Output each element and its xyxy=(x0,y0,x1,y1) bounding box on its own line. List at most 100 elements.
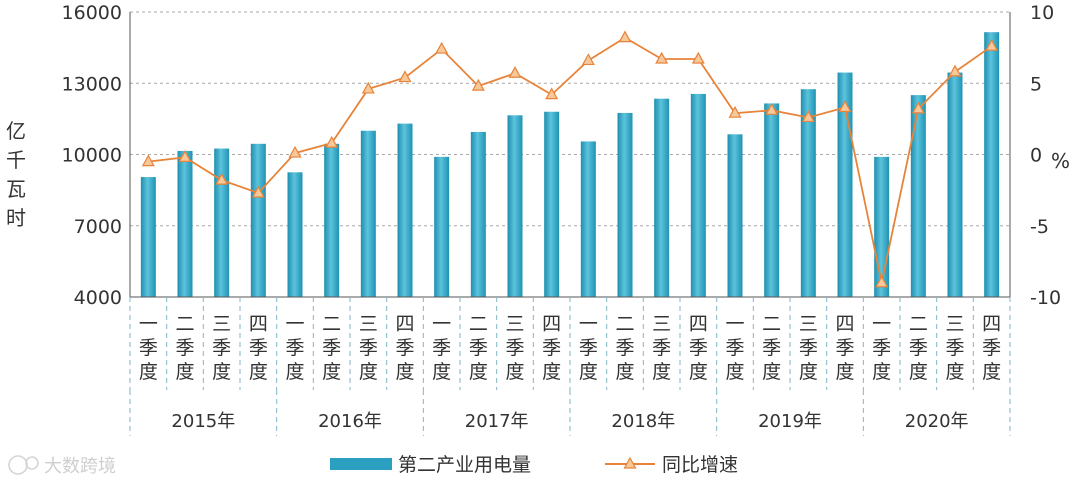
x-tick-label-char: 度 xyxy=(139,361,158,383)
y-left-label-char: 千 xyxy=(6,148,26,172)
bar-series xyxy=(140,32,1000,297)
x-tick-label-char: 四 xyxy=(395,313,414,335)
y-left-tick-label: 16000 xyxy=(62,2,122,24)
x-tick-label-char: 季 xyxy=(579,337,598,359)
y-right-tick-label: 5 xyxy=(1030,73,1042,95)
x-tick-label-char: 度 xyxy=(249,361,268,383)
x-tick-label: 三季度 xyxy=(652,313,671,383)
bar xyxy=(250,143,266,297)
x-year-label: 2020年 xyxy=(905,411,969,432)
y-left-tick-label: 13000 xyxy=(62,73,122,95)
x-year-label: 2019年 xyxy=(758,411,822,432)
line-point xyxy=(801,110,815,123)
line-point xyxy=(288,145,302,158)
line-point xyxy=(875,275,889,288)
x-tick-label-char: 三 xyxy=(652,313,671,335)
x-tick-label-char: 季 xyxy=(322,337,341,359)
x-tick-label-char: 度 xyxy=(505,361,524,383)
x-tick-label-char: 季 xyxy=(249,337,268,359)
x-year-label: 2015年 xyxy=(171,411,235,432)
x-tick-label-char: 季 xyxy=(909,337,928,359)
x-tick-label: 一季度 xyxy=(725,313,744,383)
line-point xyxy=(215,172,229,185)
bar xyxy=(507,115,523,297)
bar xyxy=(544,111,560,297)
watermark-logo-icon xyxy=(8,455,28,475)
x-tick-label-char: 季 xyxy=(432,337,451,359)
x-tick-label: 二季度 xyxy=(322,313,341,383)
x-year-label: 2018年 xyxy=(611,411,675,432)
line-point xyxy=(545,87,559,100)
x-tick-label-char: 度 xyxy=(689,361,708,383)
x-tick-label-char: 一 xyxy=(285,313,304,335)
y-left-label-char: 亿 xyxy=(6,119,26,143)
legend-bar-label: 第二产业用电量 xyxy=(398,454,531,476)
x-tick-label-char: 一 xyxy=(432,313,451,335)
y-left-label: 亿千瓦时 xyxy=(6,119,26,230)
bar xyxy=(617,112,633,297)
x-tick-label-char: 季 xyxy=(359,337,378,359)
x-tick-label-char: 季 xyxy=(505,337,524,359)
x-tick-label-char: 二 xyxy=(322,313,341,335)
x-tick-label-char: 季 xyxy=(175,337,194,359)
x-tick-label-char: 季 xyxy=(469,337,488,359)
bar xyxy=(434,156,450,297)
x-tick-label-char: 度 xyxy=(175,361,194,383)
x-tick-label-char: 季 xyxy=(139,337,158,359)
y-left-tick-label: 4000 xyxy=(74,287,122,309)
x-tick-label: 三季度 xyxy=(799,313,818,383)
y-left-tick-label: 7000 xyxy=(74,216,122,238)
x-tick-label-char: 季 xyxy=(945,337,964,359)
x-tick-label-char: 季 xyxy=(982,337,1001,359)
x-tick-label: 二季度 xyxy=(469,313,488,383)
bar xyxy=(324,143,340,297)
line-point xyxy=(398,70,412,83)
x-tick-label-char: 度 xyxy=(469,361,488,383)
bar xyxy=(360,130,376,297)
gridlines xyxy=(130,11,1010,227)
line-point xyxy=(911,101,925,114)
bar xyxy=(177,150,193,297)
line-point xyxy=(325,135,339,148)
x-tick-label-char: 三 xyxy=(212,313,231,335)
x-tick-label-char: 季 xyxy=(762,337,781,359)
x-tick-label: 一季度 xyxy=(579,313,598,383)
x-tick-label: 三季度 xyxy=(945,313,964,383)
x-tick-label-char: 度 xyxy=(432,361,451,383)
bar xyxy=(947,72,963,297)
line-series xyxy=(141,30,999,288)
line-point xyxy=(361,81,375,94)
line-point xyxy=(691,51,705,64)
bar xyxy=(580,141,596,297)
x-tick-label: 一季度 xyxy=(432,313,451,383)
line-point xyxy=(508,66,522,78)
line-point xyxy=(251,185,265,198)
x-tick-label: 二季度 xyxy=(175,313,194,383)
x-tick-label-char: 季 xyxy=(652,337,671,359)
line-point xyxy=(985,38,999,51)
line-point xyxy=(728,105,742,118)
x-tick-label-char: 度 xyxy=(322,361,341,383)
x-tick-label: 四季度 xyxy=(835,313,854,383)
line-path xyxy=(148,36,993,283)
x-tick-label-char: 季 xyxy=(689,337,708,359)
x-tick-label-char: 二 xyxy=(909,313,928,335)
x-tick-label-char: 四 xyxy=(835,313,854,335)
y-right-tick-label: 0 xyxy=(1030,145,1042,167)
x-tick-label-char: 四 xyxy=(542,313,561,335)
x-tick-label-char: 二 xyxy=(762,313,781,335)
x-tick-label: 四季度 xyxy=(542,313,561,383)
x-tick-label-char: 二 xyxy=(175,313,194,335)
y-left-label-char: 瓦 xyxy=(6,177,26,201)
x-tick-label-char: 度 xyxy=(579,361,598,383)
x-tick-label-char: 季 xyxy=(799,337,818,359)
x-tick-label: 三季度 xyxy=(505,313,524,383)
y-right-tick-label: -10 xyxy=(1030,287,1061,309)
x-tick-label-char: 度 xyxy=(542,361,561,383)
bar xyxy=(727,134,743,297)
x-axis-labels: 一季度二季度三季度四季度一季度二季度三季度四季度一季度二季度三季度四季度一季度二… xyxy=(129,297,1011,436)
bar xyxy=(397,123,413,297)
x-tick-label-char: 度 xyxy=(725,361,744,383)
line-point xyxy=(838,100,852,113)
line-point xyxy=(948,64,962,77)
